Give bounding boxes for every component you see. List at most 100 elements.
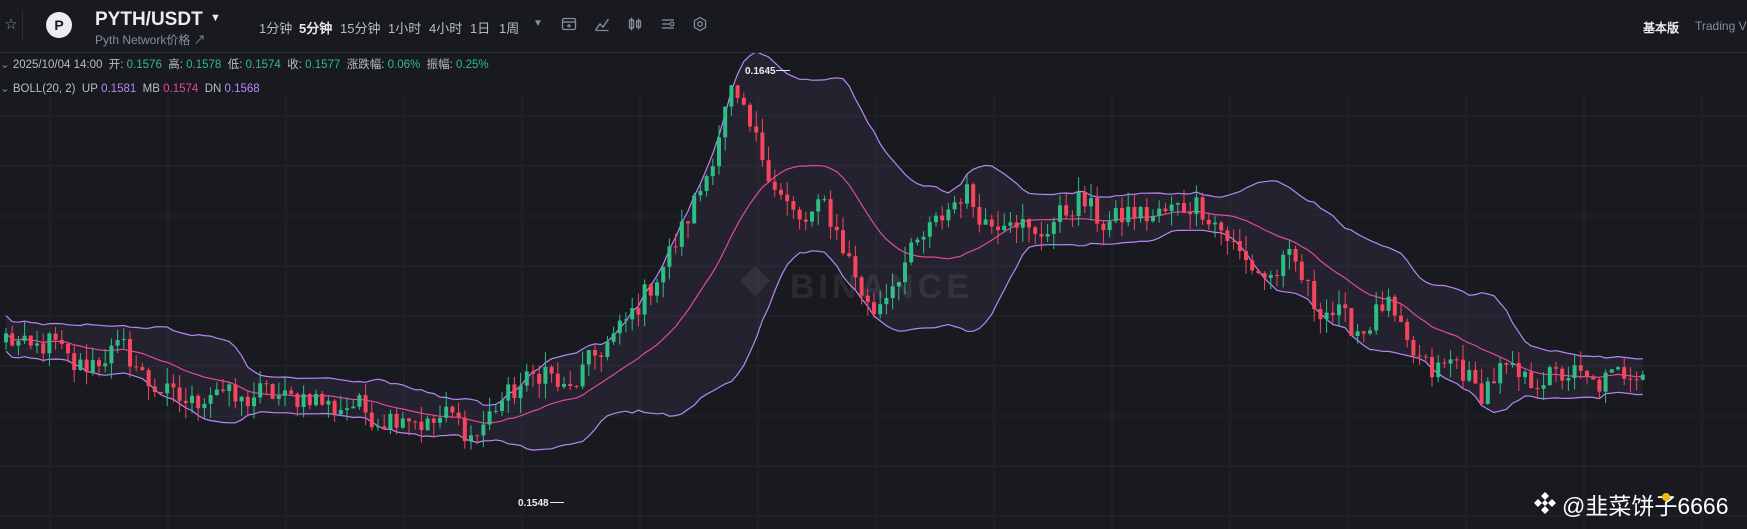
candle-body <box>97 360 101 367</box>
candle <box>450 405 455 419</box>
candle-body <box>177 387 182 401</box>
candle-body <box>1355 331 1360 336</box>
boll-name[interactable]: BOLL(20, 2) <box>12 83 76 95</box>
chart-grid <box>0 95 1747 529</box>
candle <box>859 275 864 305</box>
candle-body <box>1225 230 1230 241</box>
candle-body <box>605 341 610 357</box>
candle <box>376 418 380 431</box>
candle <box>915 237 920 246</box>
candle-body <box>140 367 145 371</box>
candle <box>1262 271 1267 291</box>
candle-body <box>958 202 963 204</box>
change-value: 0.06% <box>387 59 421 71</box>
candle-body <box>1510 363 1515 365</box>
candle <box>134 355 139 372</box>
candle-body <box>1045 233 1050 237</box>
candle-body <box>59 339 64 344</box>
candle <box>810 211 814 227</box>
candle-body <box>1479 383 1484 404</box>
candle <box>686 220 690 239</box>
candle-body <box>1374 304 1379 331</box>
candle-body <box>425 418 430 431</box>
candle-body <box>227 384 232 392</box>
collapse-chevron-icon[interactable]: ⌄ <box>0 83 10 95</box>
collapse-chevron-icon[interactable]: ⌄ <box>0 59 10 71</box>
candle <box>977 194 982 233</box>
candle-body <box>1064 205 1069 216</box>
candle <box>667 238 672 280</box>
boll-upper-line <box>5 53 1643 406</box>
interval-4h[interactable]: 4小时 <box>429 21 463 36</box>
candle <box>146 367 151 400</box>
candle <box>295 392 300 417</box>
candle <box>1349 307 1354 337</box>
candle-body <box>1597 379 1602 392</box>
candle <box>1101 221 1106 246</box>
favorite-star-icon[interactable]: ☆ <box>0 10 23 40</box>
candle-body <box>1560 368 1565 381</box>
tab-tradingview[interactable]: Trading V <box>1695 19 1747 33</box>
candle <box>1535 378 1540 397</box>
candle-body <box>289 390 294 394</box>
candle <box>53 326 58 350</box>
candle <box>692 192 697 224</box>
pair-dropdown-icon[interactable]: ▼ <box>210 12 221 24</box>
candle <box>270 383 275 400</box>
candle-body <box>307 394 312 406</box>
indicator-icon[interactable] <box>561 16 577 32</box>
candle <box>617 314 622 345</box>
pair-title[interactable]: PYTH/USDT <box>95 9 203 30</box>
candle <box>1107 211 1112 238</box>
candle <box>165 368 170 406</box>
candle <box>1219 220 1224 245</box>
candle-body <box>624 319 628 321</box>
chart-settings-icon[interactable] <box>660 16 676 32</box>
candle <box>1070 210 1075 228</box>
candle <box>884 283 889 315</box>
candle-body <box>617 320 622 334</box>
candle-body <box>1343 304 1348 309</box>
binance-logo-icon <box>1534 492 1556 514</box>
candle <box>1299 254 1304 284</box>
candle <box>1144 197 1149 231</box>
candle-body <box>946 209 951 221</box>
line-chart-icon[interactable] <box>594 16 610 32</box>
pair-subtitle-link[interactable]: Pyth Network价格 ↗ <box>95 33 206 47</box>
candle <box>555 362 560 392</box>
interval-1m[interactable]: 1分钟 <box>259 21 293 36</box>
boll-lower-line <box>5 229 1643 451</box>
interval-15m[interactable]: 15分钟 <box>340 21 381 36</box>
boll-mb-value: 0.1574 <box>163 83 199 95</box>
candle <box>754 111 759 142</box>
candle-body <box>1275 275 1279 277</box>
candle-body <box>456 412 461 418</box>
tab-basic[interactable]: 基本版 <box>1643 21 1680 35</box>
candle <box>940 205 945 230</box>
candle-body <box>1132 206 1137 219</box>
candle-body <box>47 333 52 354</box>
interval-5m[interactable]: 5分钟 <box>299 21 333 36</box>
candle-body <box>208 395 213 404</box>
interval-1w[interactable]: 1周 <box>499 21 520 36</box>
candle-body <box>66 343 70 354</box>
candle-body <box>171 383 176 388</box>
candle <box>586 349 591 377</box>
gear-icon[interactable] <box>692 16 708 32</box>
candle-body <box>103 363 108 367</box>
candle <box>66 342 70 363</box>
more-intervals-icon[interactable]: ▼ <box>533 18 543 29</box>
candle-body <box>301 394 306 408</box>
candle <box>543 351 548 399</box>
candle-body <box>1430 356 1434 378</box>
candlestick-chart[interactable]: 0.1645 0.1548 BINANCE <box>0 53 1747 529</box>
candle <box>1479 369 1484 406</box>
candle-body <box>673 246 678 248</box>
interval-1d[interactable]: 1日 <box>470 21 491 36</box>
candle <box>1454 356 1459 369</box>
candle-type-icon[interactable] <box>627 16 643 32</box>
candle-body <box>1076 191 1081 217</box>
interval-1h[interactable]: 1小时 <box>388 21 422 36</box>
candle-body <box>1566 377 1571 381</box>
candle-body <box>1039 233 1044 237</box>
